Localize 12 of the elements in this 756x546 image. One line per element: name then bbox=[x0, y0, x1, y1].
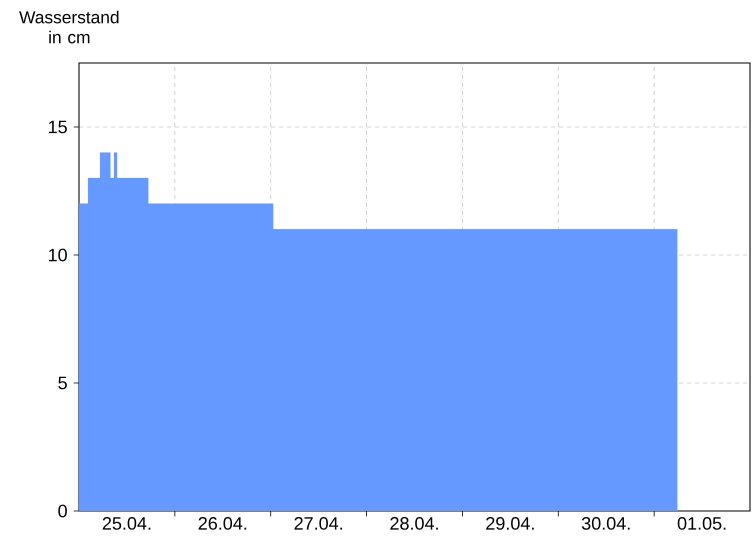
y-tick-label: 10 bbox=[48, 248, 67, 262]
y-tick-label: 5 bbox=[58, 376, 67, 390]
y-tick-label: 0 bbox=[58, 504, 67, 518]
y-axis-title: Wasserstand in cm bbox=[19, 10, 118, 44]
x-tick-label: 29.04. bbox=[486, 517, 534, 530]
x-tick-label: 30.04. bbox=[582, 517, 630, 530]
x-tick-label: 01.05. bbox=[678, 517, 726, 530]
x-tick-label: 28.04. bbox=[390, 517, 438, 530]
y-tick-label: 15 bbox=[48, 120, 67, 134]
x-tick-label: 27.04. bbox=[294, 517, 342, 530]
x-tick-label: 26.04. bbox=[198, 517, 246, 530]
x-tick-label: 25.04. bbox=[102, 517, 150, 530]
